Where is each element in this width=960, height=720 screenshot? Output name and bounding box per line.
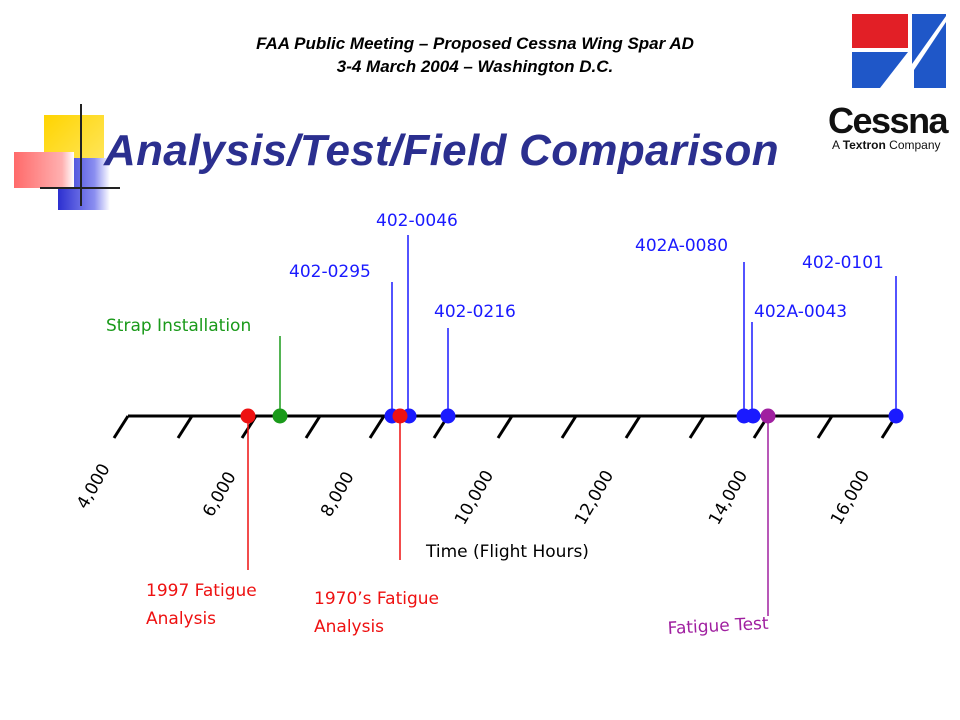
logo-wordmark: Cessna: [828, 100, 949, 141]
logo-tagline: A Textron Company: [832, 138, 941, 152]
label-1970s-analysis-line2: Analysis: [314, 617, 384, 637]
axis-tick: [496, 415, 514, 439]
axis-tick: [560, 415, 578, 439]
label-1997-analysis-line2: Analysis: [146, 609, 216, 629]
tick-label-8000: 8,000: [317, 468, 359, 520]
label-fatigue-test: Fatigue Test: [667, 614, 769, 639]
marker-402A-0043: [745, 408, 761, 424]
axis-tick: [304, 415, 322, 439]
decorative-vertical-line: [80, 104, 82, 206]
cessna-logo-icon: [852, 14, 946, 88]
label-402-0295: 402-0295: [289, 262, 371, 282]
tick-label-4000: 4,000: [73, 460, 115, 512]
axis-tick: [816, 415, 834, 439]
marker-1997-analysis: [240, 408, 256, 424]
marker-402-0216: [440, 408, 456, 424]
marker-402-0101: [888, 408, 904, 424]
axis-ticks: [112, 415, 898, 439]
label-1997-analysis-line1: 1997 Fatigue: [146, 581, 257, 601]
tick-label-6000: 6,000: [199, 468, 241, 520]
logo-tagline-suffix: Company: [885, 138, 941, 152]
marker-fatigue-test: [760, 408, 776, 424]
label-1970s-analysis-line1: 1970’s Fatigue: [314, 589, 439, 609]
marker-1970s-analysis: [392, 408, 408, 424]
marker-strap-installation: [272, 408, 288, 424]
tick-label-10000: 10,000: [451, 467, 498, 529]
decorative-red-square: [14, 152, 74, 188]
meeting-date-location: 3-4 March 2004 – Washington D.C.: [336, 57, 614, 76]
tick-label-12000: 12,000: [571, 467, 618, 529]
tick-label-14000: 14,000: [705, 467, 752, 529]
axis-tick: [176, 415, 194, 439]
label-402-0216: 402-0216: [434, 302, 516, 322]
label-strap-installation: Strap Installation: [106, 316, 251, 336]
axis-label: Time (Flight Hours): [425, 542, 589, 562]
axis-tick: [112, 415, 130, 439]
axis-tick: [368, 415, 386, 439]
logo-tagline-brand: Textron: [842, 138, 886, 152]
decorative-horizontal-line: [40, 187, 120, 189]
logo-tagline-prefix: A: [832, 138, 843, 152]
label-402-0101: 402-0101: [802, 253, 884, 273]
label-402-0046: 402-0046: [376, 211, 458, 231]
label-402A-0080: 402A-0080: [635, 236, 728, 256]
slide-title: Analysis/Test/Field Comparison: [104, 126, 779, 175]
axis-tick: [624, 415, 642, 439]
tick-label-16000: 16,000: [827, 467, 874, 529]
label-402A-0043: 402A-0043: [754, 302, 847, 322]
axis-tick: [688, 415, 706, 439]
meeting-title: FAA Public Meeting – Proposed Cessna Win…: [256, 34, 694, 53]
